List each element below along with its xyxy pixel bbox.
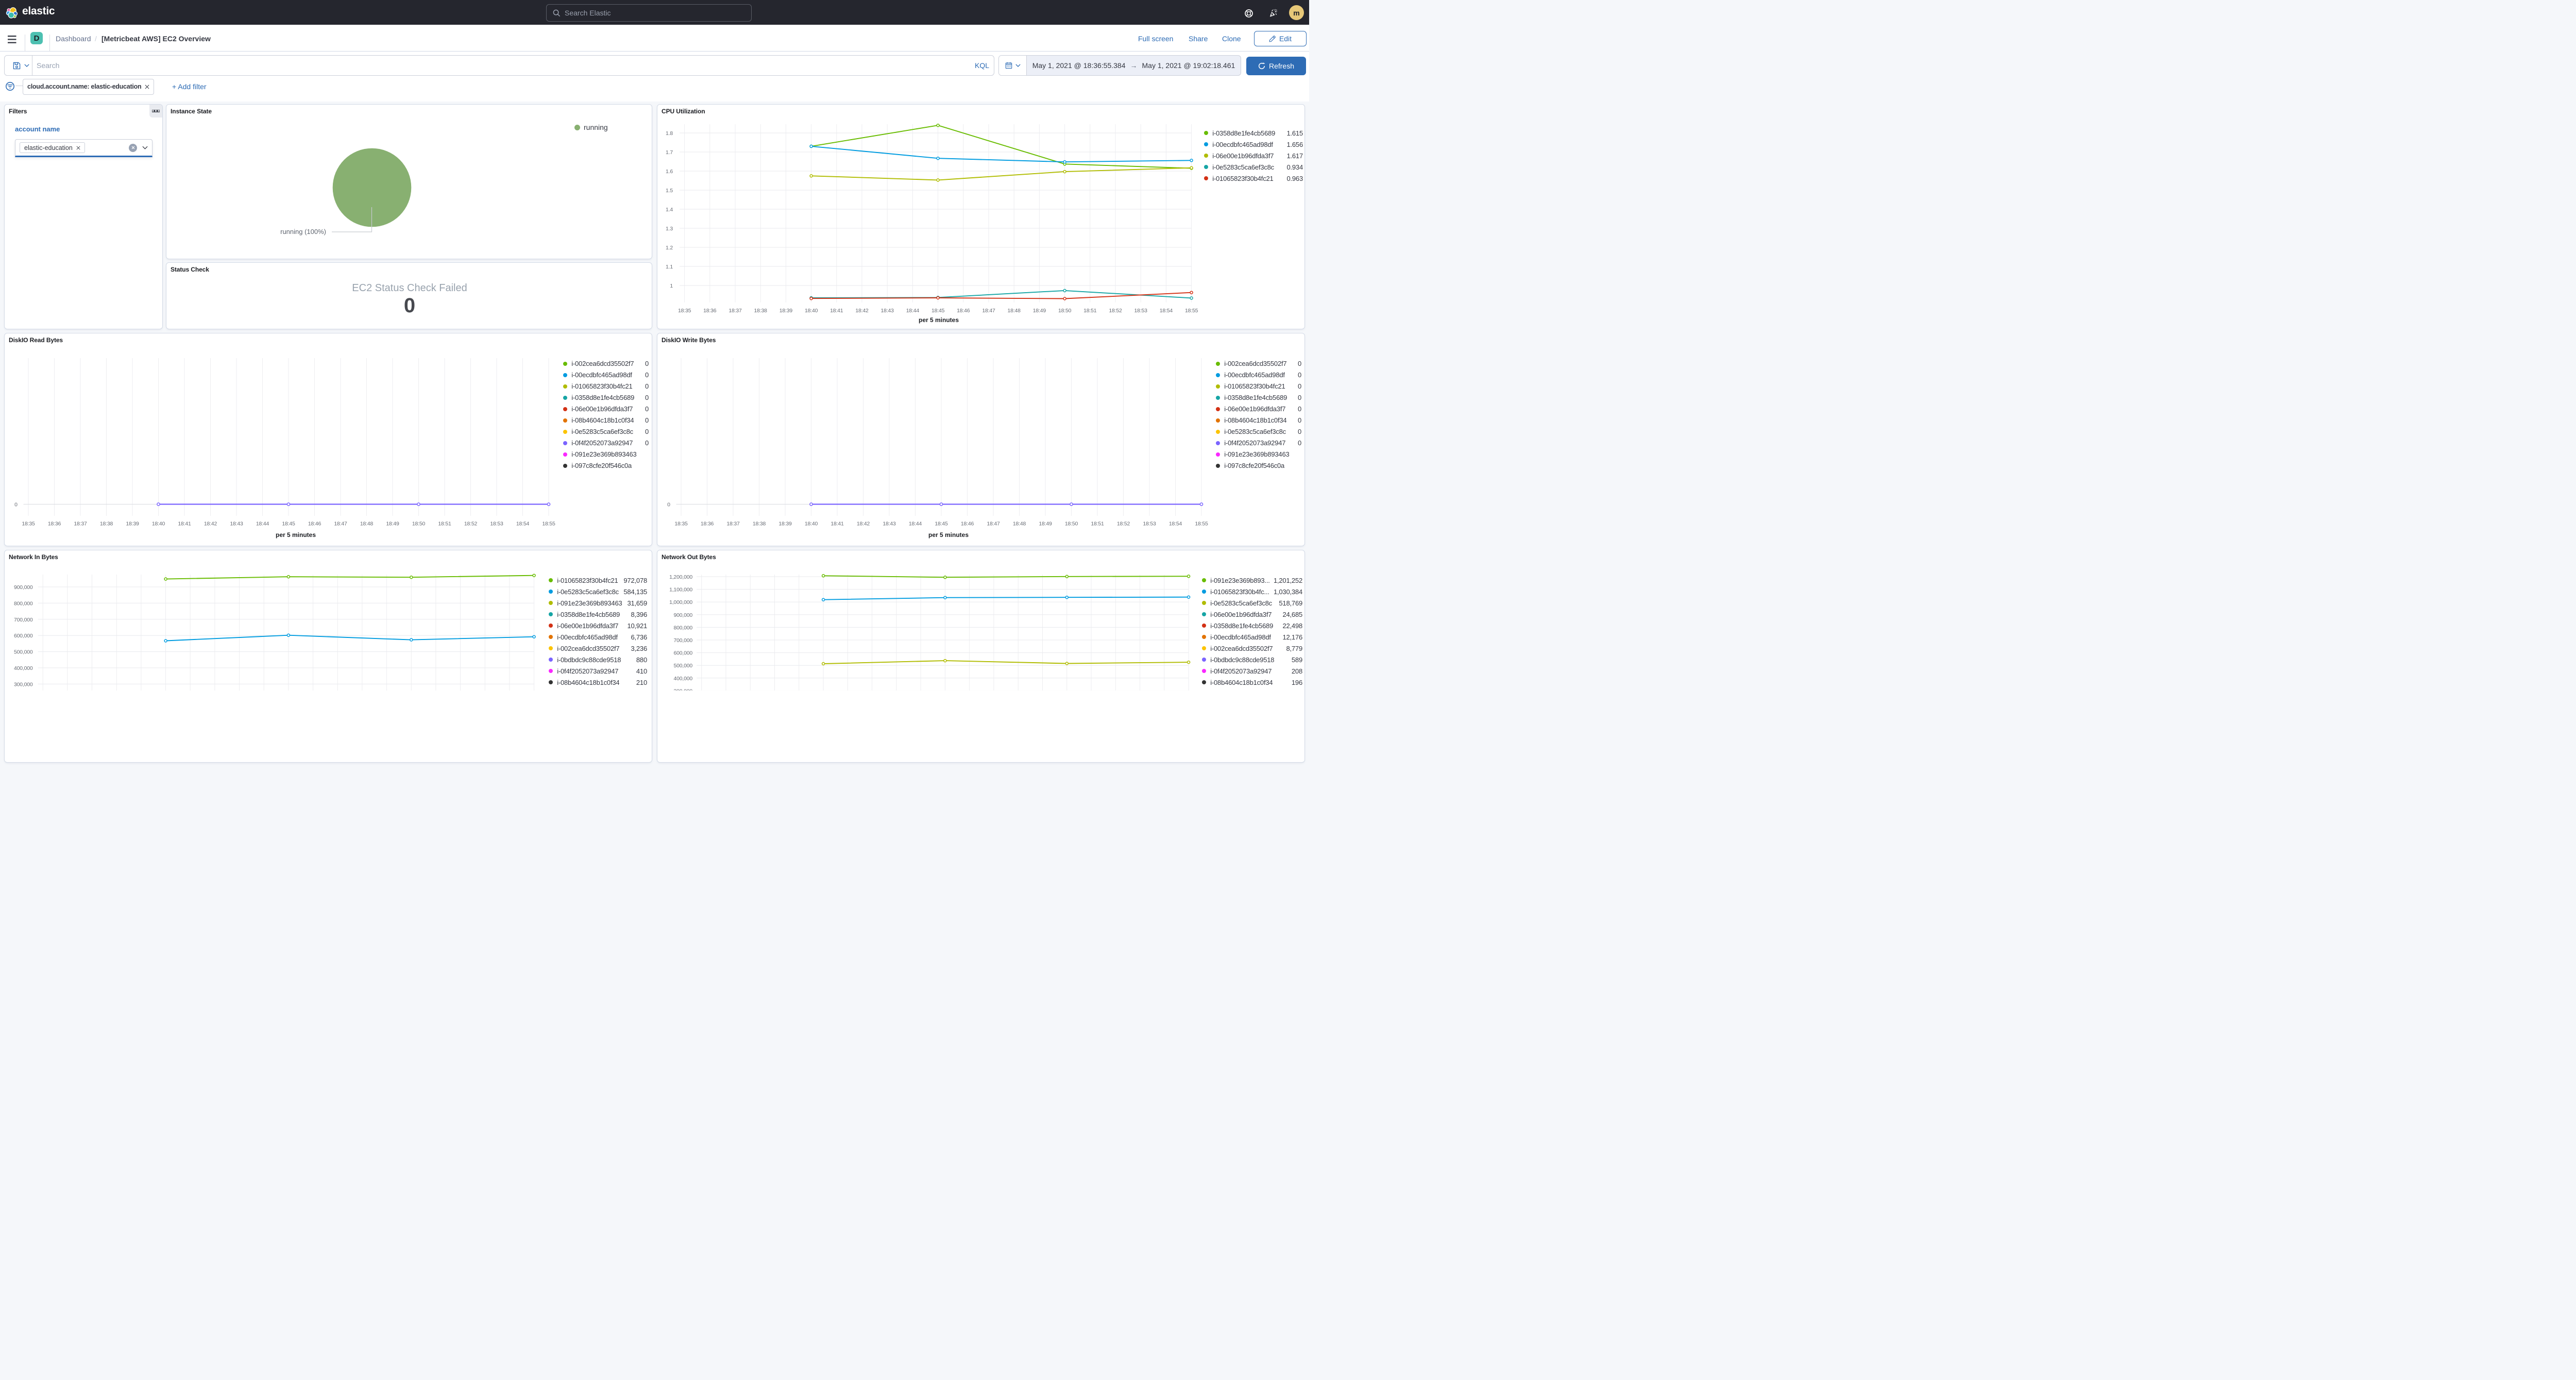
svg-text:18:36: 18:36: [48, 521, 61, 527]
svg-text:700,000: 700,000: [14, 617, 33, 623]
svg-text:700,000: 700,000: [673, 637, 692, 644]
svg-text:18:47: 18:47: [334, 521, 347, 527]
svg-text:18:38: 18:38: [100, 521, 113, 527]
svg-text:18:46: 18:46: [308, 521, 321, 527]
svg-text:18:37: 18:37: [726, 521, 740, 527]
svg-text:18:55: 18:55: [1185, 308, 1198, 314]
svg-text:18:48: 18:48: [1008, 308, 1021, 314]
svg-text:18:54: 18:54: [516, 521, 530, 527]
svg-text:600,000: 600,000: [673, 650, 692, 657]
svg-text:18:41: 18:41: [178, 521, 191, 527]
svg-text:18:46: 18:46: [961, 521, 974, 527]
svg-text:18:39: 18:39: [779, 308, 793, 314]
svg-text:18:47: 18:47: [982, 308, 995, 314]
svg-text:1.2: 1.2: [666, 245, 673, 251]
svg-text:18:51: 18:51: [1091, 521, 1104, 527]
svg-text:18:54: 18:54: [1169, 521, 1182, 527]
svg-text:18:46: 18:46: [957, 308, 970, 314]
svg-text:18:43: 18:43: [883, 521, 896, 527]
svg-text:18:52: 18:52: [1109, 308, 1122, 314]
svg-text:1.5: 1.5: [666, 188, 673, 194]
svg-text:18:37: 18:37: [728, 308, 742, 314]
svg-text:18:36: 18:36: [703, 308, 717, 314]
svg-text:18:45: 18:45: [935, 521, 948, 527]
svg-text:18:51: 18:51: [438, 521, 451, 527]
svg-text:18:42: 18:42: [857, 521, 870, 527]
svg-text:18:42: 18:42: [855, 308, 869, 314]
svg-text:18:49: 18:49: [1033, 308, 1046, 314]
svg-text:18:49: 18:49: [386, 521, 399, 527]
svg-text:18:43: 18:43: [230, 521, 243, 527]
svg-text:18:48: 18:48: [360, 521, 374, 527]
svg-text:18:53: 18:53: [1143, 521, 1156, 527]
svg-text:1,200,000: 1,200,000: [669, 574, 692, 580]
svg-text:18:45: 18:45: [282, 521, 295, 527]
svg-text:18:52: 18:52: [464, 521, 478, 527]
svg-text:900,000: 900,000: [673, 612, 692, 618]
svg-text:400,000: 400,000: [673, 676, 692, 682]
svg-text:18:44: 18:44: [909, 521, 922, 527]
svg-text:1.8: 1.8: [666, 130, 673, 137]
svg-text:per 5 minutes: per 5 minutes: [919, 316, 959, 324]
svg-text:400,000: 400,000: [14, 665, 33, 671]
svg-text:18:39: 18:39: [778, 521, 792, 527]
svg-text:18:47: 18:47: [987, 521, 1000, 527]
svg-text:18:49: 18:49: [1039, 521, 1052, 527]
svg-text:running (100%): running (100%): [280, 228, 326, 235]
svg-text:500,000: 500,000: [14, 649, 33, 655]
svg-text:18:38: 18:38: [753, 521, 766, 527]
svg-text:1.3: 1.3: [666, 226, 673, 232]
svg-text:18:41: 18:41: [831, 521, 844, 527]
svg-text:18:44: 18:44: [256, 521, 269, 527]
svg-text:1,100,000: 1,100,000: [669, 587, 692, 593]
svg-text:18:55: 18:55: [1195, 521, 1208, 527]
svg-text:18:50: 18:50: [1065, 521, 1078, 527]
svg-text:18:40: 18:40: [805, 521, 818, 527]
svg-text:18:40: 18:40: [805, 308, 818, 314]
svg-text:18:35: 18:35: [674, 521, 688, 527]
svg-text:0: 0: [14, 502, 18, 508]
svg-text:18:50: 18:50: [412, 521, 426, 527]
svg-text:18:37: 18:37: [74, 521, 87, 527]
svg-text:1.1: 1.1: [666, 264, 673, 270]
svg-text:1,000,000: 1,000,000: [669, 599, 692, 605]
svg-text:500,000: 500,000: [673, 663, 692, 669]
svg-text:18:42: 18:42: [204, 521, 217, 527]
svg-text:18:40: 18:40: [152, 521, 165, 527]
svg-text:1.7: 1.7: [666, 149, 673, 156]
svg-text:18:38: 18:38: [754, 308, 768, 314]
svg-text:18:51: 18:51: [1083, 308, 1097, 314]
svg-text:18:53: 18:53: [490, 521, 503, 527]
svg-text:18:41: 18:41: [830, 308, 843, 314]
svg-text:800,000: 800,000: [14, 600, 33, 607]
svg-text:600,000: 600,000: [14, 633, 33, 639]
svg-text:1.4: 1.4: [666, 207, 673, 213]
svg-text:18:55: 18:55: [542, 521, 555, 527]
svg-text:18:52: 18:52: [1117, 521, 1130, 527]
svg-text:18:36: 18:36: [701, 521, 714, 527]
svg-text:18:53: 18:53: [1134, 308, 1148, 314]
svg-text:18:39: 18:39: [126, 521, 139, 527]
svg-text:18:35: 18:35: [22, 521, 35, 527]
svg-text:per 5 minutes: per 5 minutes: [276, 531, 316, 538]
svg-text:300,000: 300,000: [14, 681, 33, 687]
svg-text:900,000: 900,000: [14, 584, 33, 591]
svg-text:0: 0: [667, 502, 670, 508]
svg-text:1.6: 1.6: [666, 169, 673, 175]
svg-text:18:45: 18:45: [931, 308, 945, 314]
svg-text:18:48: 18:48: [1013, 521, 1026, 527]
svg-text:18:43: 18:43: [881, 308, 894, 314]
svg-text:18:54: 18:54: [1160, 308, 1173, 314]
svg-text:800,000: 800,000: [673, 625, 692, 631]
svg-text:per 5 minutes: per 5 minutes: [928, 531, 969, 538]
svg-text:18:50: 18:50: [1058, 308, 1072, 314]
svg-text:18:35: 18:35: [678, 308, 691, 314]
svg-text:18:44: 18:44: [906, 308, 920, 314]
svg-text:1: 1: [670, 283, 673, 289]
svg-text:300,000: 300,000: [673, 688, 692, 691]
